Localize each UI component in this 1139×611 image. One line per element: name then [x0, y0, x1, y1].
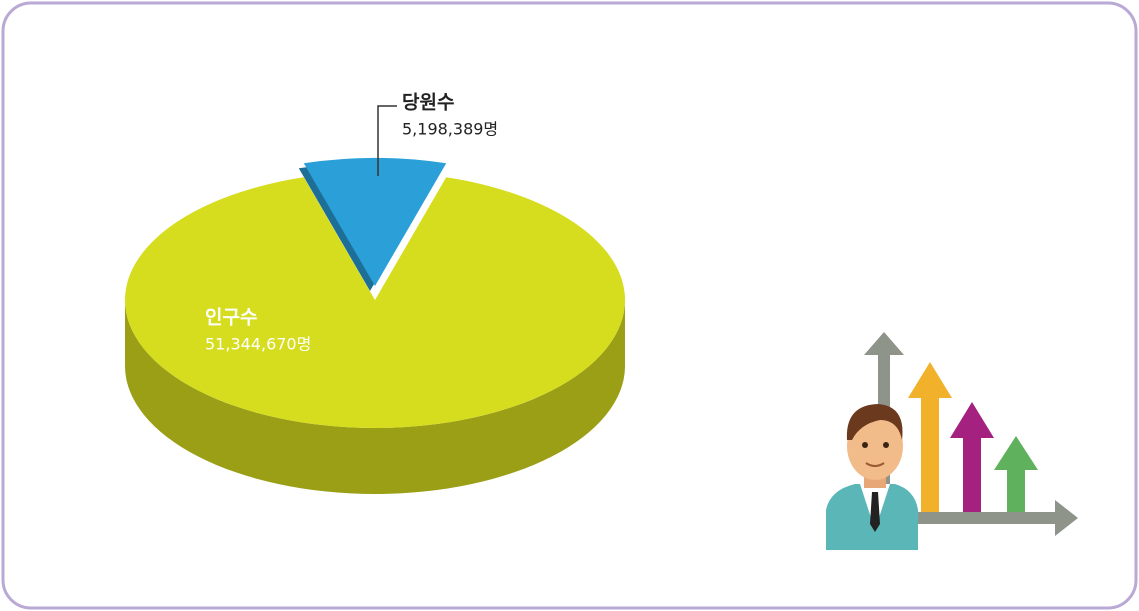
slice-label: 당원수 [402, 92, 454, 114]
pie-slice [303, 158, 447, 286]
value-label: 51,344,670명 [205, 335, 311, 354]
leader-line [377, 105, 397, 176]
person-icon [826, 332, 1078, 550]
pie-side [125, 300, 625, 494]
slice-label: 인구수 [205, 307, 257, 329]
pie [125, 158, 625, 494]
pie-slice [125, 177, 625, 428]
value-label: 5,198,389명 [402, 120, 498, 139]
